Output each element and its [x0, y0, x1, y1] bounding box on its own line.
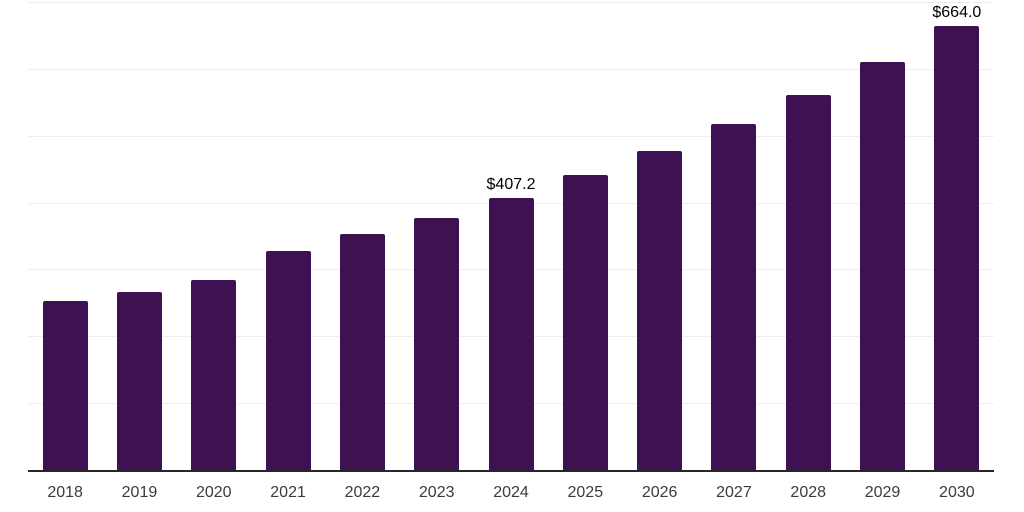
x-tick-2021: 2021 — [270, 484, 306, 501]
gridline-500 — [28, 135, 994, 137]
bar-2027 — [711, 124, 757, 470]
x-tick-2019: 2019 — [121, 484, 158, 501]
x-tick-2023: 2023 — [418, 484, 455, 501]
bar-2022 — [339, 234, 385, 470]
x-tick-2022: 2022 — [344, 484, 381, 501]
x-tick-2029: 2029 — [864, 484, 901, 501]
bar-value-label-2024: $407.2 — [486, 175, 536, 193]
bar-2030 — [934, 26, 980, 470]
bar-2029 — [860, 61, 906, 470]
x-tick-2025: 2025 — [567, 484, 604, 501]
bar-2028 — [785, 94, 831, 470]
bar-value-label-2030: $664.0 — [932, 4, 982, 22]
x-axis-line — [28, 470, 994, 472]
x-tick-2020: 2020 — [195, 484, 232, 501]
bar-2021 — [265, 251, 311, 470]
bar-2024 — [488, 197, 534, 470]
x-tick-2026: 2026 — [641, 484, 678, 501]
bar-2026 — [637, 150, 683, 470]
x-tick-2027: 2027 — [716, 484, 752, 501]
bar-2025 — [562, 175, 608, 470]
bar-2020 — [191, 279, 237, 470]
gridline-700 — [28, 2, 994, 3]
bar-2018 — [42, 300, 88, 470]
x-tick-2024: 2024 — [493, 484, 529, 501]
bar-2019 — [116, 291, 162, 470]
bar-2023 — [414, 217, 460, 470]
x-tick-2028: 2028 — [790, 484, 827, 501]
x-tick-2018: 2018 — [47, 484, 83, 501]
x-tick-2030: 2030 — [939, 484, 975, 501]
gridline-600 — [28, 68, 994, 70]
